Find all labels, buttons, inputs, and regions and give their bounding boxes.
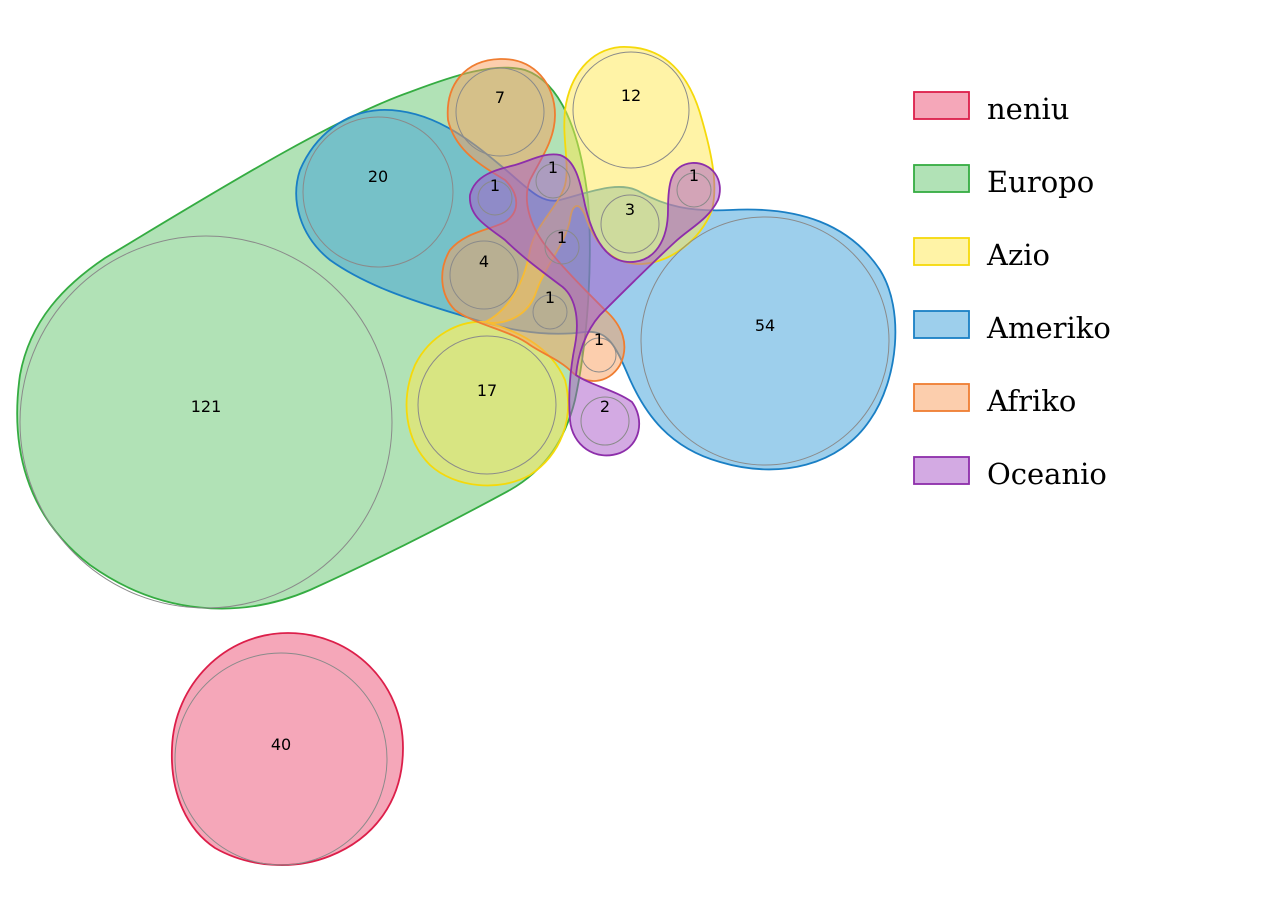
bubble-ameriko-oceanio [580, 396, 630, 446]
count-europo-only: 121 [191, 397, 222, 416]
bubble-b1-d [532, 294, 568, 330]
legend-item-neniu: neniu [913, 91, 1069, 126]
set-regions [16, 46, 897, 866]
legend: neniu Europo Azio Ameriko Afriko Oceanio [913, 91, 1111, 491]
bubble-europo-only [19, 235, 393, 609]
legend-swatch-afriko [913, 383, 970, 412]
bubble-europo-ameriko [302, 116, 454, 268]
count-b1-b: 1 [548, 158, 558, 177]
bubble-b1-c [544, 229, 580, 265]
bubble-b1-e [676, 172, 712, 208]
bubble-azio-only [572, 51, 690, 169]
bubble-azio-ameriko [600, 194, 660, 254]
count-ameriko-only: 54 [755, 316, 775, 335]
legend-label-afriko: Afriko [986, 384, 1076, 418]
count-ameriko-oceanio: 2 [600, 397, 610, 416]
count-europo-afriko: 7 [495, 88, 505, 107]
bubble-b1-a [477, 180, 513, 216]
legend-label-oceanio: Oceanio [987, 457, 1107, 491]
region-oceanio [469, 153, 721, 457]
bubble-ameriko-only [640, 216, 890, 466]
bubble-counts: 121 40 54 20 17 12 7 4 3 2 1 1 1 1 1 1 [191, 86, 775, 754]
count-azio-only: 12 [621, 86, 641, 105]
bubble-b1-b [535, 163, 571, 199]
legend-swatch-oceanio [913, 456, 970, 485]
legend-item-oceanio: Oceanio [913, 456, 1107, 491]
legend-label-europo: Europo [987, 165, 1094, 199]
count-b1-a: 1 [490, 176, 500, 195]
legend-swatch-europo [913, 164, 970, 193]
bubble-europo-ameriko-afriko [449, 240, 519, 310]
count-b1-e: 1 [689, 166, 699, 185]
count-europo-ameriko-afriko: 4 [479, 252, 489, 271]
count-azio-ameriko: 3 [625, 200, 635, 219]
legend-label-azio: Azio [986, 238, 1050, 272]
legend-item-azio: Azio [913, 237, 1050, 272]
legend-item-europo: Europo [913, 164, 1094, 199]
count-europo-azio: 17 [477, 381, 497, 400]
legend-swatch-azio [913, 237, 970, 266]
legend-swatch-neniu [913, 91, 970, 120]
count-neniu-only: 40 [271, 735, 291, 754]
count-europo-ameriko: 20 [368, 167, 388, 186]
legend-item-ameriko: Ameriko [913, 310, 1111, 345]
bubble-neniu-only [174, 652, 388, 866]
bubble-europo-azio [417, 335, 557, 475]
legend-label-ameriko: Ameriko [986, 311, 1111, 345]
bubble-europo-afriko [455, 67, 545, 157]
bubble-b1-f [581, 337, 617, 373]
bubble-outlines [19, 51, 890, 866]
legend-item-afriko: Afriko [913, 383, 1076, 418]
legend-swatch-ameriko [913, 310, 970, 339]
count-b1-f: 1 [594, 330, 604, 349]
legend-label-neniu: neniu [987, 92, 1069, 126]
count-b1-d: 1 [545, 288, 555, 307]
count-b1-c: 1 [557, 228, 567, 247]
